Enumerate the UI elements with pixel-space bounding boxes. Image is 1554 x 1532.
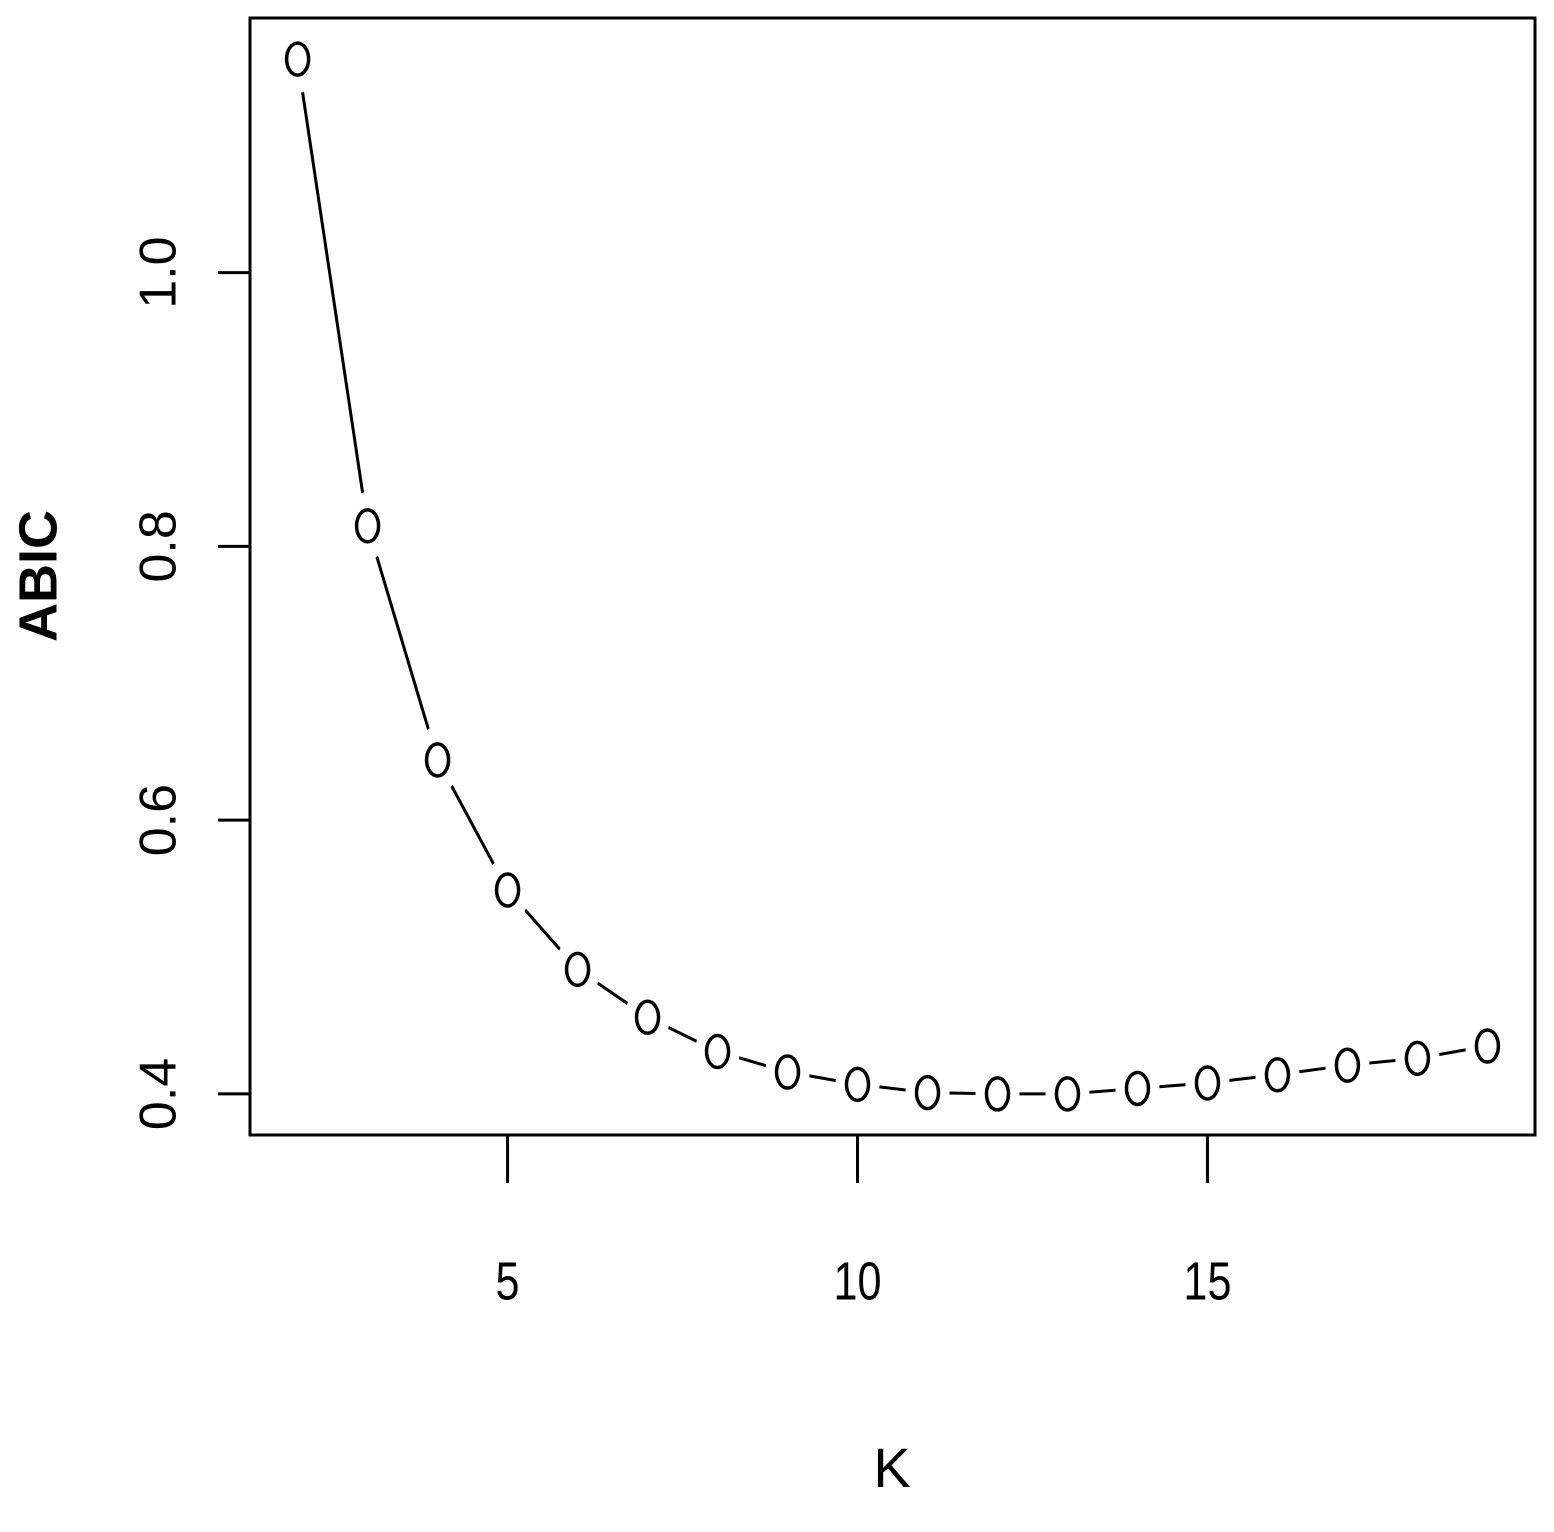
point	[1194, 1065, 1221, 1101]
point	[284, 41, 311, 77]
point	[1334, 1047, 1361, 1083]
point	[1264, 1057, 1291, 1093]
y-tick-label: 0.6	[130, 784, 188, 856]
point	[354, 508, 381, 544]
y-tick-label: 0.8	[130, 510, 188, 582]
y-axis-label: ABIC	[8, 510, 68, 642]
point	[634, 999, 661, 1036]
point	[1474, 1028, 1501, 1064]
y-tick-label: 0.4	[130, 1058, 188, 1130]
point	[914, 1074, 941, 1111]
point	[1124, 1070, 1151, 1107]
point	[844, 1066, 871, 1103]
y-tick-label: 1.0	[130, 236, 188, 308]
line	[296, 58, 1488, 1096]
point	[774, 1054, 801, 1090]
x-axis-label: K	[873, 1436, 910, 1499]
point	[704, 1033, 731, 1070]
plot-frame	[248, 16, 1537, 1137]
x-tick-label: 15	[1183, 1252, 1231, 1312]
point	[984, 1076, 1011, 1112]
point	[424, 742, 451, 778]
x-tick-label: 10	[833, 1252, 881, 1312]
point	[564, 951, 591, 988]
point	[494, 872, 521, 908]
x-tick-label: 5	[496, 1252, 520, 1312]
point	[1054, 1076, 1081, 1112]
point	[1404, 1040, 1431, 1077]
